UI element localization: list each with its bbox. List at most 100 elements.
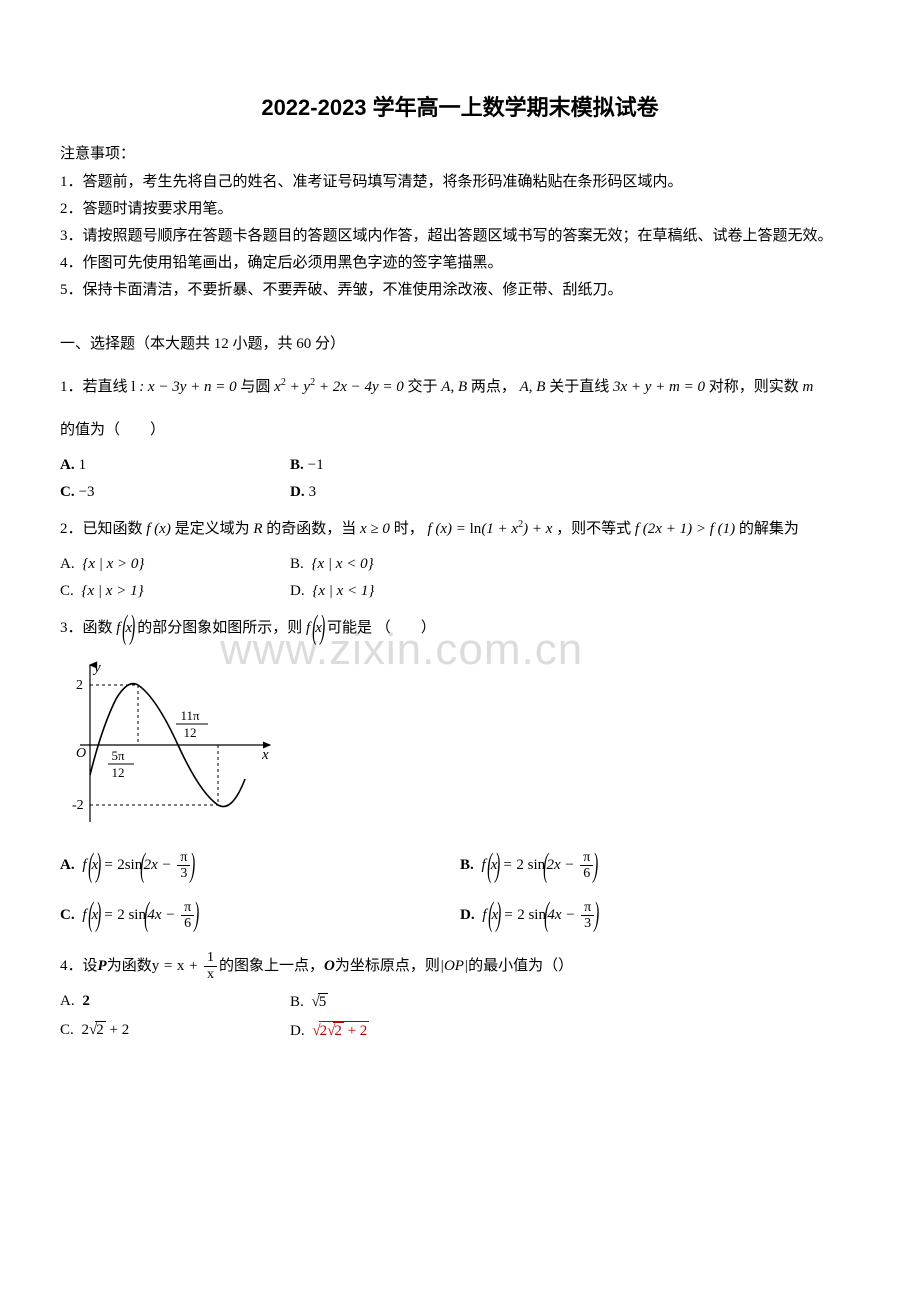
opt-label-D: D.: [290, 583, 305, 599]
q3-optB-den: 6: [580, 866, 593, 881]
q4-options-row1: A. 2 B. √5: [60, 993, 860, 1011]
x2-den: 12: [184, 725, 197, 740]
q3-optA-num: π: [177, 850, 190, 866]
q2-optB: {x | x < 0}: [312, 556, 374, 572]
q2-options-row2: C. {x | x > 1} D. {x | x < 1}: [60, 583, 860, 600]
q3-text: 3．函数: [60, 620, 116, 636]
q4-P: P: [98, 950, 107, 983]
q4-fden: x: [204, 967, 217, 982]
opt-label-C: C.: [60, 583, 74, 599]
q2-text: 2．已知函数: [60, 521, 146, 537]
x1-num: 5π: [111, 748, 125, 763]
q2-R: R: [253, 521, 262, 537]
q2-optC: {x | x > 1}: [82, 583, 144, 599]
opt-label-D: D.: [290, 1023, 305, 1039]
document-content: 2022-2023 学年高一上数学期末模拟试卷 注意事项： 1．答题前，考生先将…: [60, 90, 860, 1040]
opt-label-B: B.: [460, 857, 474, 873]
ymax-label: 2: [76, 678, 83, 693]
q1-optC: −3: [79, 484, 95, 500]
q2-text: 的解集为: [735, 521, 799, 537]
notice-item: 2．答题时请按要求用笔。: [60, 196, 860, 223]
q3-optC-num: π: [181, 900, 194, 916]
notice-item: 3．请按照题号顺序在答题卡各题目的答题区域内作答，超出答题区域书写的答案无效；在…: [60, 223, 860, 250]
q4-optC-plus: + 2: [106, 1022, 129, 1038]
opt-label-A: A.: [60, 993, 75, 1009]
q4-optB: 5: [318, 993, 329, 1011]
q1-ab2: A, B: [520, 379, 546, 395]
notice-item: 5．保持卡面清洁，不要折暴、不要弄破、弄皱，不准使用涂改液、修正带、刮纸刀。: [60, 277, 860, 304]
q2-text: ，则不等式: [552, 521, 635, 537]
q3-options-row2: C. f (x) = 2 sin(4x − π6) D. f (x) = 2 s…: [60, 900, 860, 932]
x2-num: 11π: [180, 708, 200, 723]
q3-optB-coef: 2x −: [546, 857, 574, 873]
q4-text: 为函数: [107, 950, 152, 983]
opt-label-A: A.: [60, 857, 75, 873]
section-header: 一、选择题（本大题共 12 小题，共 60 分）: [60, 332, 860, 353]
q1-options-row1: A.1 B.−1: [60, 457, 860, 474]
q3-figure: y x O 2 -2 5π 12 11π 12: [60, 657, 860, 832]
opt-label-C: C.: [60, 907, 75, 923]
q1-m: m: [803, 379, 814, 395]
q4-O: O: [324, 950, 335, 983]
question-4: 4．设 P 为函数 y = x + 1x 的图象上一点，O 为坐标原点，则 |O…: [60, 950, 860, 983]
q4-text: 的最小值为（）: [468, 950, 573, 983]
q3-optB-num: π: [580, 850, 593, 866]
q1-options-row2: C.−3 D.3: [60, 484, 860, 501]
opt-label-C: C.: [60, 484, 75, 500]
q1-optA: 1: [79, 457, 87, 473]
notice-header: 注意事项：: [60, 142, 860, 163]
q4-text: 的图象上一点，: [219, 950, 324, 983]
q3-optD-den: 3: [581, 916, 594, 931]
opt-label-D: D.: [290, 484, 305, 500]
q3-optD-coef: 4x −: [547, 907, 575, 923]
q2-options-row1: A. {x | x > 0} B. {x | x < 0}: [60, 556, 860, 573]
q3-text: 的部分图象如图所示，则: [134, 620, 307, 636]
question-3: 3．函数 f (x) 的部分图象如图所示，则 f (x) 可能是 （ ）: [60, 612, 860, 645]
question-2: 2．已知函数 f (x) 是定义域为 R 的奇函数，当 x ≥ 0 时， f (…: [60, 513, 860, 546]
q2-text: 的奇函数，当: [263, 521, 361, 537]
q3-optC-den: 6: [181, 916, 194, 931]
page-title: 2022-2023 学年高一上数学期末模拟试卷: [60, 90, 860, 122]
q3-optA-den: 3: [177, 866, 190, 881]
q2-optA: {x | x > 0}: [82, 556, 144, 572]
q4-text: 4．设: [60, 950, 98, 983]
notice-item: 4．作图可先使用铅笔画出，确定后必须用黑色字迹的签字笔描黑。: [60, 250, 860, 277]
origin-label: O: [76, 746, 86, 761]
q3-optD-num: π: [581, 900, 594, 916]
q4-optA: 2: [82, 993, 90, 1009]
opt-label-B: B.: [290, 457, 304, 473]
x1-den: 12: [112, 765, 125, 780]
q4-optD-inner: 2: [333, 1022, 344, 1040]
q4-options-row2: C. 2√2 + 2 D. √2√2 + 2: [60, 1021, 860, 1040]
q1-text: 对称，则实数: [705, 379, 803, 395]
q3-optC-coef: 4x −: [147, 907, 175, 923]
ymin-label: -2: [72, 798, 84, 813]
opt-label-A: A.: [60, 556, 75, 572]
q1-text: 关于直线: [545, 379, 613, 395]
notice-item: 1．答题前，考生先将自己的姓名、准考证号码填写清楚，将条形码准确粘贴在条形码区域…: [60, 169, 860, 196]
q1-text: 两点，: [467, 379, 520, 395]
q3-optA-coef: 2x −: [144, 857, 172, 873]
q1-text: 1．若直线: [60, 379, 131, 395]
q1-tail: 的值为（ ）: [60, 414, 860, 447]
q4-optC-inner: 2: [95, 1021, 106, 1039]
q1-ab: A, B: [441, 379, 467, 395]
q2-optD: {x | x < 1}: [312, 583, 374, 599]
question-1: 1．若直线 l : x − 3y + n = 0 与圆 x2 + y2 + 2x…: [60, 371, 860, 404]
axis-x-label: x: [261, 747, 269, 763]
q2-text: 时，: [390, 521, 428, 537]
q1-text: 与圆: [237, 379, 275, 395]
q3-options-row1: A. f (x) = 2sin(2x − π3) B. f (x) = 2 si…: [60, 850, 860, 882]
opt-label-A: A.: [60, 457, 75, 473]
opt-label-D: D.: [460, 907, 475, 923]
q1-text: 交于: [404, 379, 442, 395]
q4-fnum: 1: [204, 950, 217, 966]
opt-label-B: B.: [290, 556, 304, 572]
q1-optB: −1: [308, 457, 324, 473]
q4-text: 为坐标原点，则: [335, 950, 440, 983]
opt-label-C: C.: [60, 1022, 74, 1038]
axis-y-label: y: [92, 660, 101, 676]
q3-text: 可能是 （ ）: [323, 620, 436, 636]
opt-label-B: B.: [290, 994, 304, 1010]
q4-optD-plus: + 2: [344, 1023, 367, 1039]
